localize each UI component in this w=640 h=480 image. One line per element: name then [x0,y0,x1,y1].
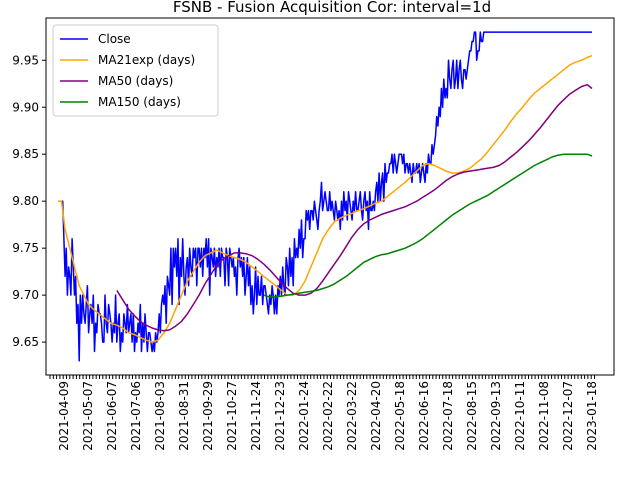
x-tick-label: 2021-05-07 [81,381,95,451]
x-tick-label: 2022-08-15 [465,381,479,451]
legend-box [52,24,219,117]
y-tick-label: 9.95 [12,53,39,67]
y-tick-label: 9.80 [12,194,39,208]
legend-label-ma150: MA150 (days) [98,95,181,109]
x-tick-label: 2022-10-11 [513,381,527,451]
x-tick-label: 2021-11-24 [249,381,263,451]
series-layer [58,31,593,362]
x-tick-label: 2021-12-23 [273,381,287,451]
x-tick-label: 2022-12-07 [561,381,575,451]
legend-label-ma50: MA50 (days) [98,74,173,88]
y-tick-label: 9.85 [12,147,39,161]
x-axis: 2021-04-09 2021-05-07 2021-06-07 2021-07-06… [49,375,599,451]
legend: Close MA21exp (days) MA50 (days) MA150 (… [52,24,219,117]
x-tick-label: 2022-01-24 [297,381,311,451]
y-tick-label: 9.75 [12,241,39,255]
y-axis: 9.65 9.70 9.75 9.80 9.85 9.90 9.95 [12,53,46,349]
x-tick-label: 2022-04-20 [369,381,383,451]
y-tick-label: 9.90 [12,100,39,114]
x-tick-label: 2021-08-31 [177,381,191,451]
x-tick-label: 2022-09-13 [489,381,503,451]
x-tick-label: 2021-04-09 [57,381,71,451]
series-line-ma21exp-days [58,54,593,343]
x-tick-label: 2022-06-16 [417,381,431,451]
x-tick-label: 2021-06-07 [105,381,119,451]
x-tick-label: 2021-08-03 [153,381,167,451]
y-tick-label: 9.65 [12,335,39,349]
x-tick-label: 2022-03-22 [345,381,359,451]
x-tick-label: 2021-09-29 [201,381,215,451]
x-tick-label: 2022-07-18 [441,381,455,451]
x-tick-label: 2023-01-18 [585,381,599,451]
x-tick-label: 2021-10-27 [225,381,239,451]
x-tick-label: 2022-11-08 [537,381,551,451]
series-line-ma150-days [263,153,593,298]
legend-label-close: Close [98,32,131,46]
chart-title: FSNB - Fusion Acquisition Cor: interval=… [173,0,491,16]
legend-label-ma21exp: MA21exp (days) [98,53,195,67]
x-tick-label: 2021-07-06 [129,381,143,451]
x-tick-label: 2022-05-18 [393,381,407,451]
y-tick-label: 9.70 [12,288,39,302]
series-line-ma50-days [116,83,593,332]
x-tick-label: 2022-02-22 [321,381,335,451]
series-line-close [58,31,592,362]
